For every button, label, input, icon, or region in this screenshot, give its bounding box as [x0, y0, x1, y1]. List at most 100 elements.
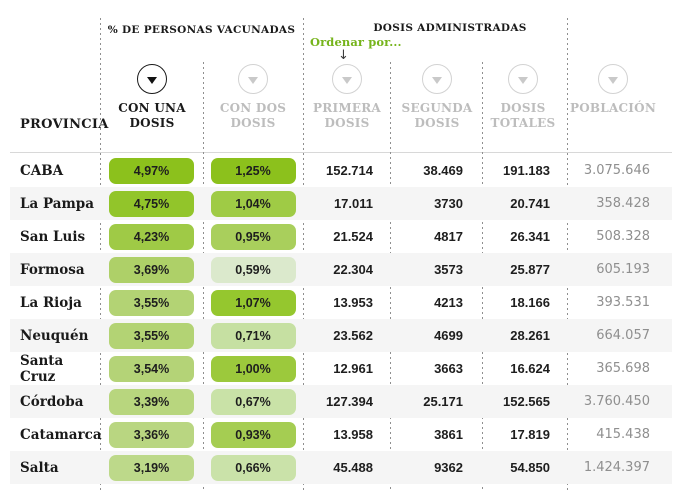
segunda-dosis-value: 38.469	[423, 163, 463, 178]
dosis-totales-value: 20.741	[510, 196, 550, 211]
dos-dosis-cell: 0,71%	[203, 322, 303, 349]
una-dosis-cell: 3,69%	[100, 256, 203, 283]
poblacion-value: 3.075.646	[583, 163, 650, 178]
sort-button-primera-dosis[interactable]	[332, 64, 362, 94]
table-row: Catamarca 3,36% 0,93% 13.958 3861 17.819…	[10, 418, 672, 451]
sort-hint-arrow-icon: ↓	[338, 48, 349, 63]
sort-hint-label: Ordenar por...	[310, 35, 402, 49]
una-dosis-cell: 3,39%	[100, 388, 203, 415]
primera-dosis-value: 21.524	[333, 229, 373, 244]
province-name: La Pampa	[20, 195, 94, 212]
table-row: La Rioja 3,55% 1,07% 13.953 4213 18.166 …	[10, 286, 672, 319]
sort-triangle-icon	[432, 76, 442, 84]
table-row: Córdoba 3,39% 0,67% 127.394 25.171 152.5…	[10, 385, 672, 418]
province-name: Neuquén	[20, 327, 89, 344]
dosis-totales-value: 17.819	[510, 427, 550, 442]
table-row: La Pampa 4,75% 1,04% 17.011 3730 20.741 …	[10, 187, 672, 220]
segunda-dosis-value: 3861	[434, 427, 463, 442]
table-row: Salta 3,19% 0,66% 45.488 9362 54.850 1.4…	[10, 451, 672, 484]
sort-button-con-dos-dosis[interactable]	[238, 64, 268, 94]
una-dosis-cell: 3,19%	[100, 454, 203, 481]
dos-dosis-pill: 1,25%	[210, 157, 296, 184]
una-dosis-pill: 3,69%	[109, 256, 194, 283]
header-divider	[10, 152, 672, 153]
una-dosis-pill: 3,36%	[109, 421, 194, 448]
dos-dosis-pill: 0,67%	[210, 388, 296, 415]
poblacion-value: 664.057	[596, 328, 650, 343]
dos-dosis-cell: 0,66%	[203, 454, 303, 481]
dos-dosis-pill: 1,07%	[210, 289, 296, 316]
table-row: CABA 4,97% 1,25% 152.714 38.469 191.183 …	[10, 154, 672, 187]
segunda-dosis-value: 4817	[434, 229, 463, 244]
dos-dosis-pill: 0,95%	[210, 223, 296, 250]
segunda-dosis-value: 25.171	[423, 394, 463, 409]
province-name: Formosa	[20, 261, 85, 278]
una-dosis-cell: 4,75%	[100, 190, 203, 217]
province-name: Córdoba	[20, 393, 84, 410]
una-dosis-pill: 4,23%	[109, 223, 194, 250]
poblacion-value: 3.760.450	[583, 394, 650, 409]
dosis-totales-value: 28.261	[510, 328, 550, 343]
table-row: San Luis 4,23% 0,95% 21.524 4817 26.341 …	[10, 220, 672, 253]
column-header-poblacion[interactable]: POBLACIÓN	[569, 101, 657, 115]
primera-dosis-value: 127.394	[326, 394, 373, 409]
province-name: La Rioja	[20, 294, 82, 311]
group-header-dosis-administradas: DOSIS ADMINISTRADAS	[373, 22, 527, 34]
dos-dosis-cell: 1,07%	[203, 289, 303, 316]
dosis-totales-value: 26.341	[510, 229, 550, 244]
sort-button-segunda-dosis[interactable]	[422, 64, 452, 94]
sort-button-con-una-dosis[interactable]	[137, 64, 167, 94]
table-row: Santa Cruz 3,54% 1,00% 12.961 3663 16.62…	[10, 352, 672, 385]
column-header-con-una-dosis[interactable]: CON UNA DOSIS	[118, 101, 186, 130]
una-dosis-pill: 3,54%	[109, 355, 194, 382]
dos-dosis-cell: 1,25%	[203, 157, 303, 184]
dos-dosis-pill: 0,59%	[210, 256, 296, 283]
province-name: CABA	[20, 162, 64, 179]
sort-triangle-icon	[342, 76, 352, 84]
una-dosis-cell: 3,54%	[100, 355, 203, 382]
primera-dosis-value: 22.304	[333, 262, 373, 277]
poblacion-value: 358.428	[596, 196, 650, 211]
province-name: Salta	[20, 459, 59, 476]
column-header-dosis-totales[interactable]: DOSIS TOTALES	[490, 101, 556, 130]
sort-button-dosis-totales[interactable]	[508, 64, 538, 94]
column-header-con-dos-dosis[interactable]: CON DOS DOSIS	[219, 101, 287, 130]
dos-dosis-cell: 1,00%	[203, 355, 303, 382]
province-name: San Luis	[20, 228, 86, 245]
column-header-primera-dosis[interactable]: PRIMERA DOSIS	[312, 101, 381, 130]
sort-button-poblacion[interactable]	[598, 64, 628, 94]
sort-triangle-icon	[608, 76, 618, 84]
dos-dosis-cell: 1,04%	[203, 190, 303, 217]
primera-dosis-value: 13.958	[333, 427, 373, 442]
una-dosis-pill: 3,55%	[109, 289, 194, 316]
una-dosis-cell: 4,97%	[100, 157, 203, 184]
dos-dosis-cell: 0,95%	[203, 223, 303, 250]
poblacion-value: 365.698	[596, 361, 650, 376]
segunda-dosis-value: 3663	[434, 361, 463, 376]
dos-dosis-pill: 1,04%	[210, 190, 296, 217]
column-header-segunda-dosis[interactable]: SEGUNDA DOSIS	[401, 101, 473, 130]
dos-dosis-pill: 0,66%	[210, 454, 296, 481]
dosis-totales-value: 18.166	[510, 295, 550, 310]
primera-dosis-value: 152.714	[326, 163, 373, 178]
dos-dosis-cell: 0,59%	[203, 256, 303, 283]
table-row: Formosa 3,69% 0,59% 22.304 3573 25.877 6…	[10, 253, 672, 286]
dos-dosis-pill: 0,93%	[210, 421, 296, 448]
una-dosis-pill: 3,39%	[109, 388, 194, 415]
table-row: Neuquén 3,55% 0,71% 23.562 4699 28.261 6…	[10, 319, 672, 352]
dos-dosis-cell: 0,93%	[203, 421, 303, 448]
primera-dosis-value: 17.011	[333, 196, 373, 211]
sort-triangle-icon	[248, 76, 258, 84]
una-dosis-pill: 3,19%	[109, 454, 194, 481]
poblacion-value: 508.328	[596, 229, 650, 244]
una-dosis-pill: 4,75%	[109, 190, 194, 217]
table-body: CABA 4,97% 1,25% 152.714 38.469 191.183 …	[10, 154, 672, 484]
column-header-provincia: PROVINCIA	[20, 117, 109, 132]
province-name: Santa Cruz	[20, 352, 64, 385]
dosis-totales-value: 25.877	[510, 262, 550, 277]
primera-dosis-value: 13.953	[333, 295, 373, 310]
dos-dosis-pill: 1,00%	[210, 355, 296, 382]
una-dosis-pill: 3,55%	[109, 322, 194, 349]
una-dosis-cell: 4,23%	[100, 223, 203, 250]
